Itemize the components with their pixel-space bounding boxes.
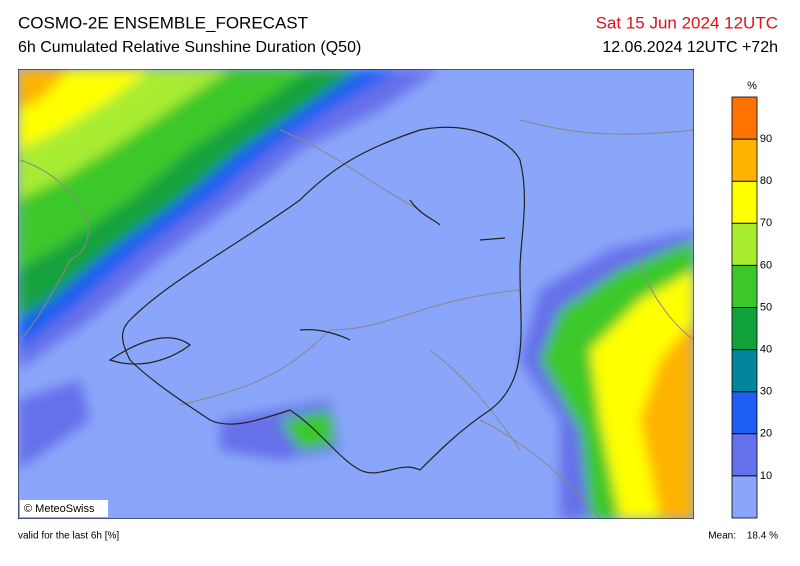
colorbar-band — [732, 97, 757, 140]
subtitle: 6h Cumulated Relative Sunshine Duration … — [18, 39, 361, 56]
colorbar-unit: % — [747, 80, 757, 92]
colorbar-tick-label: 30 — [760, 386, 772, 398]
colorbar-band — [732, 223, 757, 266]
colorbar: % 10 20 30 40 50 60 70 80 90 — [731, 80, 772, 519]
colorbar-tick-label: 60 — [760, 259, 772, 271]
colorbar-band — [732, 349, 757, 392]
colorbar-tick-label: 40 — [760, 344, 772, 356]
colorbar-band — [732, 307, 757, 350]
title: COSMO-2E ENSEMBLE_FORECAST — [18, 13, 308, 32]
run-info: 12.06.2024 12UTC +72h — [602, 39, 778, 56]
map — [18, 69, 694, 519]
colorbar-band — [732, 475, 757, 518]
colorbar-tick-label: 10 — [760, 470, 772, 482]
mean-label: Mean: — [708, 531, 736, 542]
colorbar-band — [732, 139, 757, 182]
colorbar-tick-label: 20 — [760, 428, 772, 440]
copyright: © MeteoSwiss — [24, 503, 95, 515]
colorbar-band — [732, 391, 757, 434]
colorbar-tick-label: 50 — [760, 301, 772, 313]
valid-date: Sat 15 Jun 2024 12UTC — [596, 13, 778, 32]
colorbar-tick-label: 90 — [760, 133, 772, 145]
colorbar-frame — [731, 96, 758, 519]
copyright-box — [20, 500, 108, 517]
colorbar-band — [732, 181, 757, 224]
colorbar-band — [732, 265, 757, 308]
validity: valid for the last 6h [%] — [18, 531, 119, 542]
colorbar-tick-label: 80 — [760, 175, 772, 187]
colorbar-band — [732, 433, 757, 476]
mean-value: 18.4 % — [747, 531, 778, 542]
colorbar-tick-label: 70 — [760, 217, 772, 229]
